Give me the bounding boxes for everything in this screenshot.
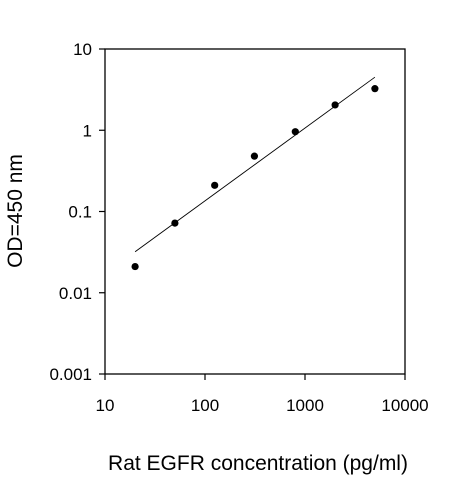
x-tick-label: 100 — [191, 396, 219, 415]
data-point — [171, 219, 179, 227]
data-point — [250, 152, 259, 160]
x-tick-label: 10 — [96, 396, 115, 415]
x-tick-label: 10000 — [381, 396, 428, 415]
data-point — [131, 262, 139, 271]
y-tick-label: 10 — [73, 40, 92, 59]
y-tick-label: 0.01 — [59, 284, 92, 303]
data-points — [131, 85, 379, 271]
data-point — [291, 128, 299, 136]
y-tick-label: 1 — [83, 121, 92, 140]
data-point — [211, 181, 219, 189]
x-axis-title: Rat EGFR concentration (pg/ml) — [108, 452, 408, 475]
fit-line — [134, 76, 376, 253]
plot-area-frame — [104, 48, 406, 375]
y-tick-label: 0.001 — [49, 365, 92, 384]
fit-line-group — [134, 76, 376, 253]
x-tick-label: 1000 — [286, 396, 324, 415]
data-point — [371, 85, 379, 93]
x-axis-ticks: 10 100 1000 10000 — [96, 374, 429, 415]
y-axis-title: OD=450 nm — [4, 154, 27, 268]
y-tick-label: 0.1 — [68, 203, 92, 222]
data-point — [331, 101, 339, 109]
y-axis-ticks: 0.001 0.01 0.1 1 10 — [49, 40, 105, 384]
